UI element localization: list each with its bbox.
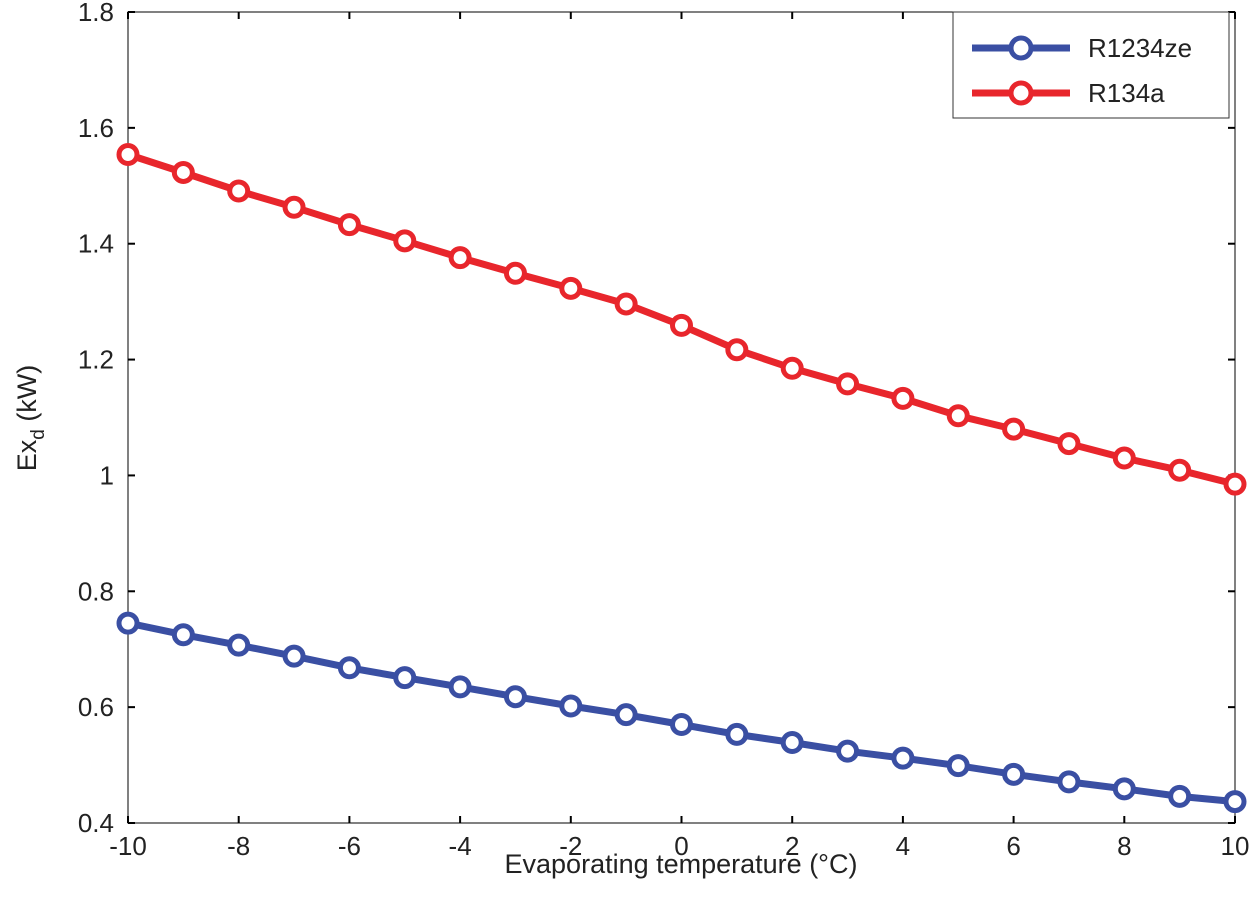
data-point (670, 713, 693, 737)
x-tick-label: 4 (896, 831, 910, 861)
data-point (116, 611, 140, 635)
x-tick-label: -6 (338, 831, 361, 861)
legend-box (952, 11, 1230, 119)
data-point (670, 313, 693, 337)
data-point (946, 404, 970, 428)
x-axis-label: Evaporating temperature (°C) (505, 849, 858, 879)
data-point (780, 356, 804, 380)
data-point (836, 739, 860, 763)
data-point (725, 338, 749, 362)
data-point (1057, 432, 1081, 456)
x-tick-label: -2 (559, 831, 582, 861)
y-axis-label-unit: (kW) (12, 365, 42, 429)
x-tick-label: -8 (227, 831, 250, 861)
y-tick-label: 1 (100, 460, 114, 490)
data-point (1112, 446, 1136, 470)
data-point (393, 229, 417, 253)
data-point (891, 746, 915, 770)
y-tick-labels: 0.4 0.6 0.8 1 1.2 1.4 1.6 1.8 (78, 0, 114, 838)
data-point (559, 694, 583, 718)
legend: R1234ze R134a (952, 11, 1230, 119)
data-point (503, 261, 527, 285)
x-tick-label: 8 (1117, 831, 1131, 861)
data-point (171, 160, 195, 184)
data-point (1223, 790, 1247, 814)
data-point (559, 276, 583, 300)
plot-area-border (127, 11, 1236, 824)
data-point (448, 246, 472, 270)
data-point (448, 675, 472, 699)
data-point (1168, 458, 1192, 482)
data-point (171, 623, 195, 647)
legend-label: R134a (1088, 78, 1165, 108)
x-tick-label: -10 (109, 831, 147, 861)
data-point (1168, 784, 1192, 808)
y-tick-label: 1.2 (78, 345, 114, 375)
legend-marker (1008, 80, 1034, 106)
series-r134a (116, 143, 1247, 496)
x-tick-label: 10 (1221, 831, 1250, 861)
x-tick-label: 2 (785, 831, 799, 861)
y-tick-label: 0.6 (78, 692, 114, 722)
legend-label: R1234ze (1088, 33, 1192, 63)
data-point (227, 633, 251, 657)
data-point (116, 143, 140, 167)
data-point (614, 703, 638, 727)
data-point (1223, 472, 1247, 496)
data-point (1002, 417, 1026, 441)
data-point (725, 722, 749, 746)
data-point (891, 386, 915, 410)
data-point (836, 372, 860, 396)
y-axis-label: Exd (kW) (12, 365, 49, 472)
data-point (1002, 762, 1026, 786)
legend-entry: R134a (972, 78, 1165, 108)
y-tick-label: 1.6 (78, 113, 114, 143)
series-r1234ze (116, 611, 1247, 814)
data-point (946, 754, 970, 778)
legend-entry: R1234ze (972, 33, 1192, 63)
data-point (503, 685, 527, 709)
series-layer (116, 143, 1247, 814)
x-tick-label: -4 (449, 831, 472, 861)
data-point (1057, 770, 1081, 794)
x-tick-label: 0 (674, 831, 688, 861)
x-tick-labels: -10 -8 -6 -4 -2 0 2 4 6 8 10 (109, 831, 1249, 861)
data-point (282, 195, 306, 219)
y-tick-label: 0.8 (78, 576, 114, 606)
data-point (282, 644, 306, 668)
y-tick-label: 1.4 (78, 229, 114, 259)
data-point (227, 179, 251, 203)
legend-marker (1008, 35, 1034, 61)
data-point (780, 730, 804, 754)
data-point (337, 213, 361, 237)
data-point (393, 666, 417, 690)
y-axis-label-main: Ex (12, 439, 42, 471)
y-axis-label-subscript: d (28, 429, 49, 440)
y-tick-label: 0.4 (78, 808, 114, 838)
data-point (337, 656, 361, 680)
y-tick-label: 1.8 (78, 0, 114, 27)
data-point (614, 292, 638, 316)
data-point (1112, 777, 1136, 801)
x-tick-label: 6 (1006, 831, 1020, 861)
